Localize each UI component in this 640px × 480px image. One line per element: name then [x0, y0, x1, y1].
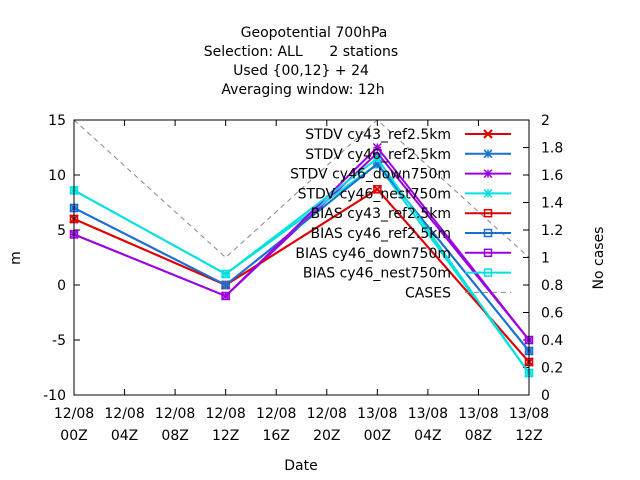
y-axis-label: m — [8, 251, 24, 265]
data-point — [221, 291, 231, 301]
x-tick-label-hour: 08Z — [465, 428, 492, 444]
marker-stroke — [372, 184, 383, 195]
data-point — [373, 185, 382, 194]
y-tick-label: 10 — [48, 168, 66, 184]
series-line — [73, 157, 530, 374]
x-tick-label-date: 13/08 — [458, 406, 498, 422]
data-point — [221, 280, 231, 290]
y2-axis-ticks: 0 0.2 0.4 0.6 0.8 1 1.2 1.4 1.6 1.8 2 — [523, 113, 563, 404]
title-line-1: Geopotential 700hPa — [241, 25, 388, 41]
legend-marker — [483, 169, 493, 179]
x-tick-label-hour: 08Z — [161, 428, 188, 444]
series-line — [73, 162, 530, 352]
marker-stroke — [483, 129, 493, 139]
legend-marker — [483, 188, 493, 198]
x-tick-label-hour: 20Z — [313, 428, 340, 444]
y-tick-label: 0 — [57, 278, 66, 294]
x-axis-ticks: 12/08 00Z 12/08 04Z 12/08 08Z 12/08 12Z 12/08 16Z… — [54, 120, 549, 444]
y2-tick-label: 1 — [541, 251, 550, 267]
chart-title: Geopotential 700hPa Selection: ALL 2 sta… — [204, 25, 398, 98]
data-point — [372, 153, 382, 164]
series-line — [73, 187, 530, 363]
x-tick-label-date: 13/08 — [408, 406, 448, 422]
y-tick-label: -5 — [52, 333, 66, 349]
data-point — [372, 142, 382, 153]
legend-label: BIAS cy46_nest750m — [303, 266, 451, 282]
legend-marker — [483, 268, 493, 277]
x-tick-label-hour: 12Z — [212, 428, 239, 444]
y2-tick-label: 2 — [541, 113, 550, 129]
legend-label: STDV cy46_ref2.5km — [305, 147, 451, 163]
y-tick-label: 15 — [48, 113, 66, 129]
y-tick-label: -10 — [43, 388, 66, 404]
title-line-4: Averaging window: 12h — [221, 82, 384, 98]
legend-label: BIAS cy46_down750m — [295, 246, 451, 262]
title-line-3: Used {00,12} + 24 — [233, 63, 369, 79]
y2-tick-label: 1.6 — [541, 168, 563, 184]
y2-tick-label: 0.4 — [541, 333, 563, 349]
x-tick-label-date: 12/08 — [307, 406, 347, 422]
legend-label: CASES — [405, 285, 451, 301]
legend: STDV cy43_ref2.5km STDV cy46_ref2.5km STDV… — [290, 127, 511, 301]
y2-tick-label: 1.8 — [541, 141, 563, 157]
y-tick-label: 5 — [57, 223, 66, 239]
series-line — [73, 146, 530, 341]
y-axis-ticks: -10 -5 0 5 10 15 — [43, 113, 80, 404]
y2-tick-label: 0 — [541, 388, 550, 404]
x-tick-label-date: 12/08 — [54, 406, 94, 422]
series-8 — [73, 119, 530, 259]
y2-tick-label: 0.8 — [541, 278, 563, 294]
series-4 — [69, 185, 534, 367]
plot-frame — [73, 119, 530, 396]
legend-marker — [483, 208, 493, 218]
x-tick-label-date: 13/08 — [509, 406, 549, 422]
x-tick-label-date: 12/08 — [155, 406, 195, 422]
x-tick-label-hour: 04Z — [111, 428, 138, 444]
x-tick-label-date: 12/08 — [104, 406, 144, 422]
legend-label: BIAS cy43_ref2.5km — [311, 206, 451, 222]
series-0 — [69, 184, 534, 367]
x-tick-label-date: 13/08 — [357, 406, 397, 422]
y2-tick-label: 1.4 — [541, 196, 563, 212]
title-line-2: Selection: ALL 2 stations — [204, 44, 398, 60]
y2-tick-label: 0.6 — [541, 306, 563, 322]
y2-tick-label: 1.2 — [541, 223, 563, 239]
x-tick-label-date: 12/08 — [205, 406, 245, 422]
legend-label: STDV cy46_nest750m — [298, 186, 451, 202]
x-tick-label-date: 12/08 — [256, 406, 296, 422]
x-axis-label: Date — [284, 458, 317, 474]
legend-label: BIAS cy46_ref2.5km — [311, 226, 451, 242]
y2-tick-label: 0.2 — [541, 361, 563, 377]
x-tick-label-hour: 00Z — [60, 428, 87, 444]
x-tick-label-hour: 00Z — [364, 428, 391, 444]
x-tick-label-hour: 16Z — [263, 428, 290, 444]
data-point — [221, 269, 231, 279]
x-tick-label-hour: 12Z — [515, 428, 542, 444]
data-point — [372, 184, 383, 195]
legend-marker — [483, 248, 493, 258]
legend-marker — [483, 228, 493, 238]
x-tick-label-hour: 04Z — [414, 428, 441, 444]
legend-marker — [483, 129, 493, 139]
y2-axis-label: No cases — [591, 227, 607, 290]
legend-label: STDV cy46_down750m — [290, 167, 451, 183]
legend-marker — [483, 149, 493, 159]
series-line — [73, 119, 530, 259]
legend-label: STDV cy43_ref2.5km — [305, 127, 451, 143]
